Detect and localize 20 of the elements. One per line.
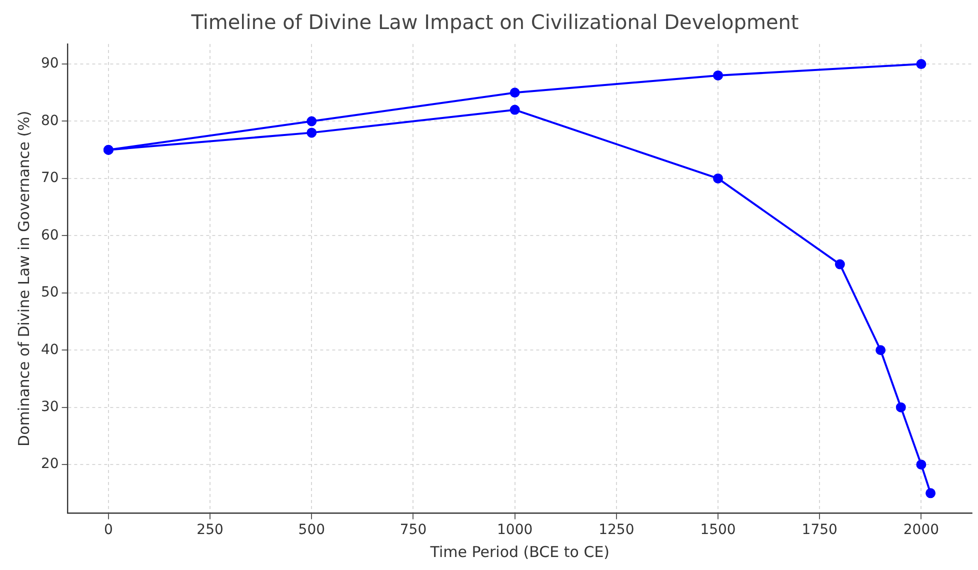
x-tick-label: 1250 xyxy=(598,522,634,538)
y-tick-label: 60 xyxy=(40,227,59,244)
x-tick-label: 1750 xyxy=(802,522,838,538)
chart-title: Timeline of Divine Law Impact on Civilizational Development xyxy=(190,10,799,34)
x-tick-label: 750 xyxy=(400,522,427,538)
y-tick-label: 80 xyxy=(40,112,59,129)
y-tick-label: 20 xyxy=(40,456,59,472)
y-tick-label: 90 xyxy=(40,56,59,72)
y-axis-title: Dominance of Divine Law in Governance (%) xyxy=(14,110,33,446)
y-tick-label: 70 xyxy=(40,170,59,186)
y-tick-label: 30 xyxy=(40,398,59,415)
x-tick-label: 1500 xyxy=(700,522,736,538)
x-tick-label: 250 xyxy=(196,522,224,538)
x-tick-label: 1000 xyxy=(497,522,533,538)
x-tick-label: 2000 xyxy=(903,522,940,538)
y-tick-label: 40 xyxy=(40,342,59,358)
y-tick-label: 50 xyxy=(40,284,59,301)
x-axis-title: Time Period (BCE to CE) xyxy=(429,542,610,561)
x-tick-label: 500 xyxy=(298,522,326,538)
x-tick-label: 0 xyxy=(104,522,113,538)
